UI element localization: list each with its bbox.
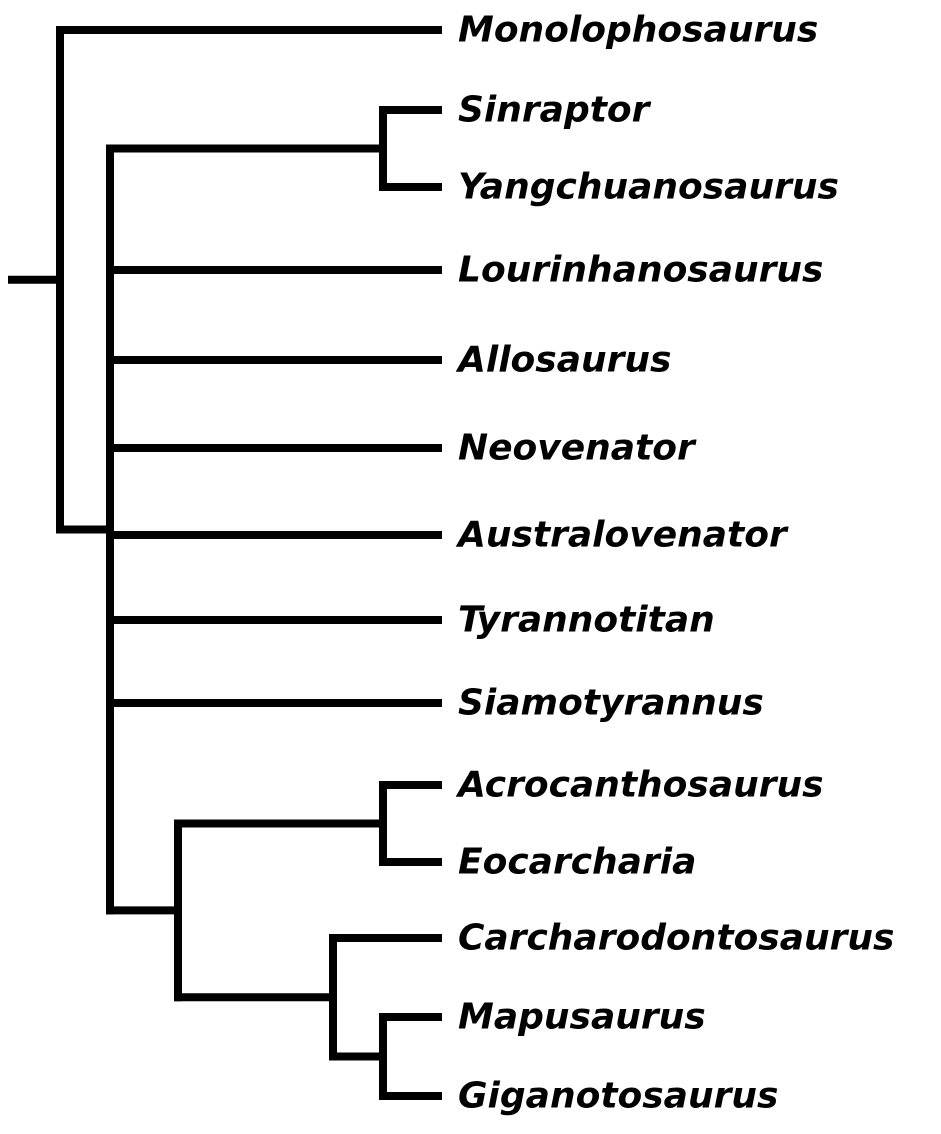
taxon-label-siamotyrannus: Siamotyrannus (458, 683, 764, 724)
taxon-label-eocarcharia: Eocarcharia (458, 842, 696, 883)
taxon-label-mapusaurus: Mapusaurus (458, 997, 706, 1038)
taxon-label-carcharodontosaurus: Carcharodontosaurus (458, 918, 894, 959)
taxon-label-sinraptor: Sinraptor (458, 90, 652, 131)
taxon-label-acrocanthosaurus: Acrocanthosaurus (455, 765, 824, 806)
taxon-label-tyrannotitan: Tyrannotitan (458, 600, 715, 641)
taxon-label-giganotosaurus: Giganotosaurus (458, 1076, 778, 1117)
taxon-labels: Monolophosaurus Sinraptor Yangchuanosaurus… (455, 10, 894, 1117)
taxon-label-neovenator: Neovenator (458, 428, 697, 469)
branches (8, 26, 442, 1100)
taxon-label-australovenator: Australovenator (455, 515, 789, 556)
taxon-label-lourinhanosaurus: Lourinhanosaurus (458, 250, 823, 291)
taxon-label-monolophosaurus: Monolophosaurus (458, 10, 818, 51)
taxon-label-allosaurus: Allosaurus (455, 340, 671, 381)
taxon-label-yangchuanosaurus: Yangchuanosaurus (458, 167, 839, 208)
